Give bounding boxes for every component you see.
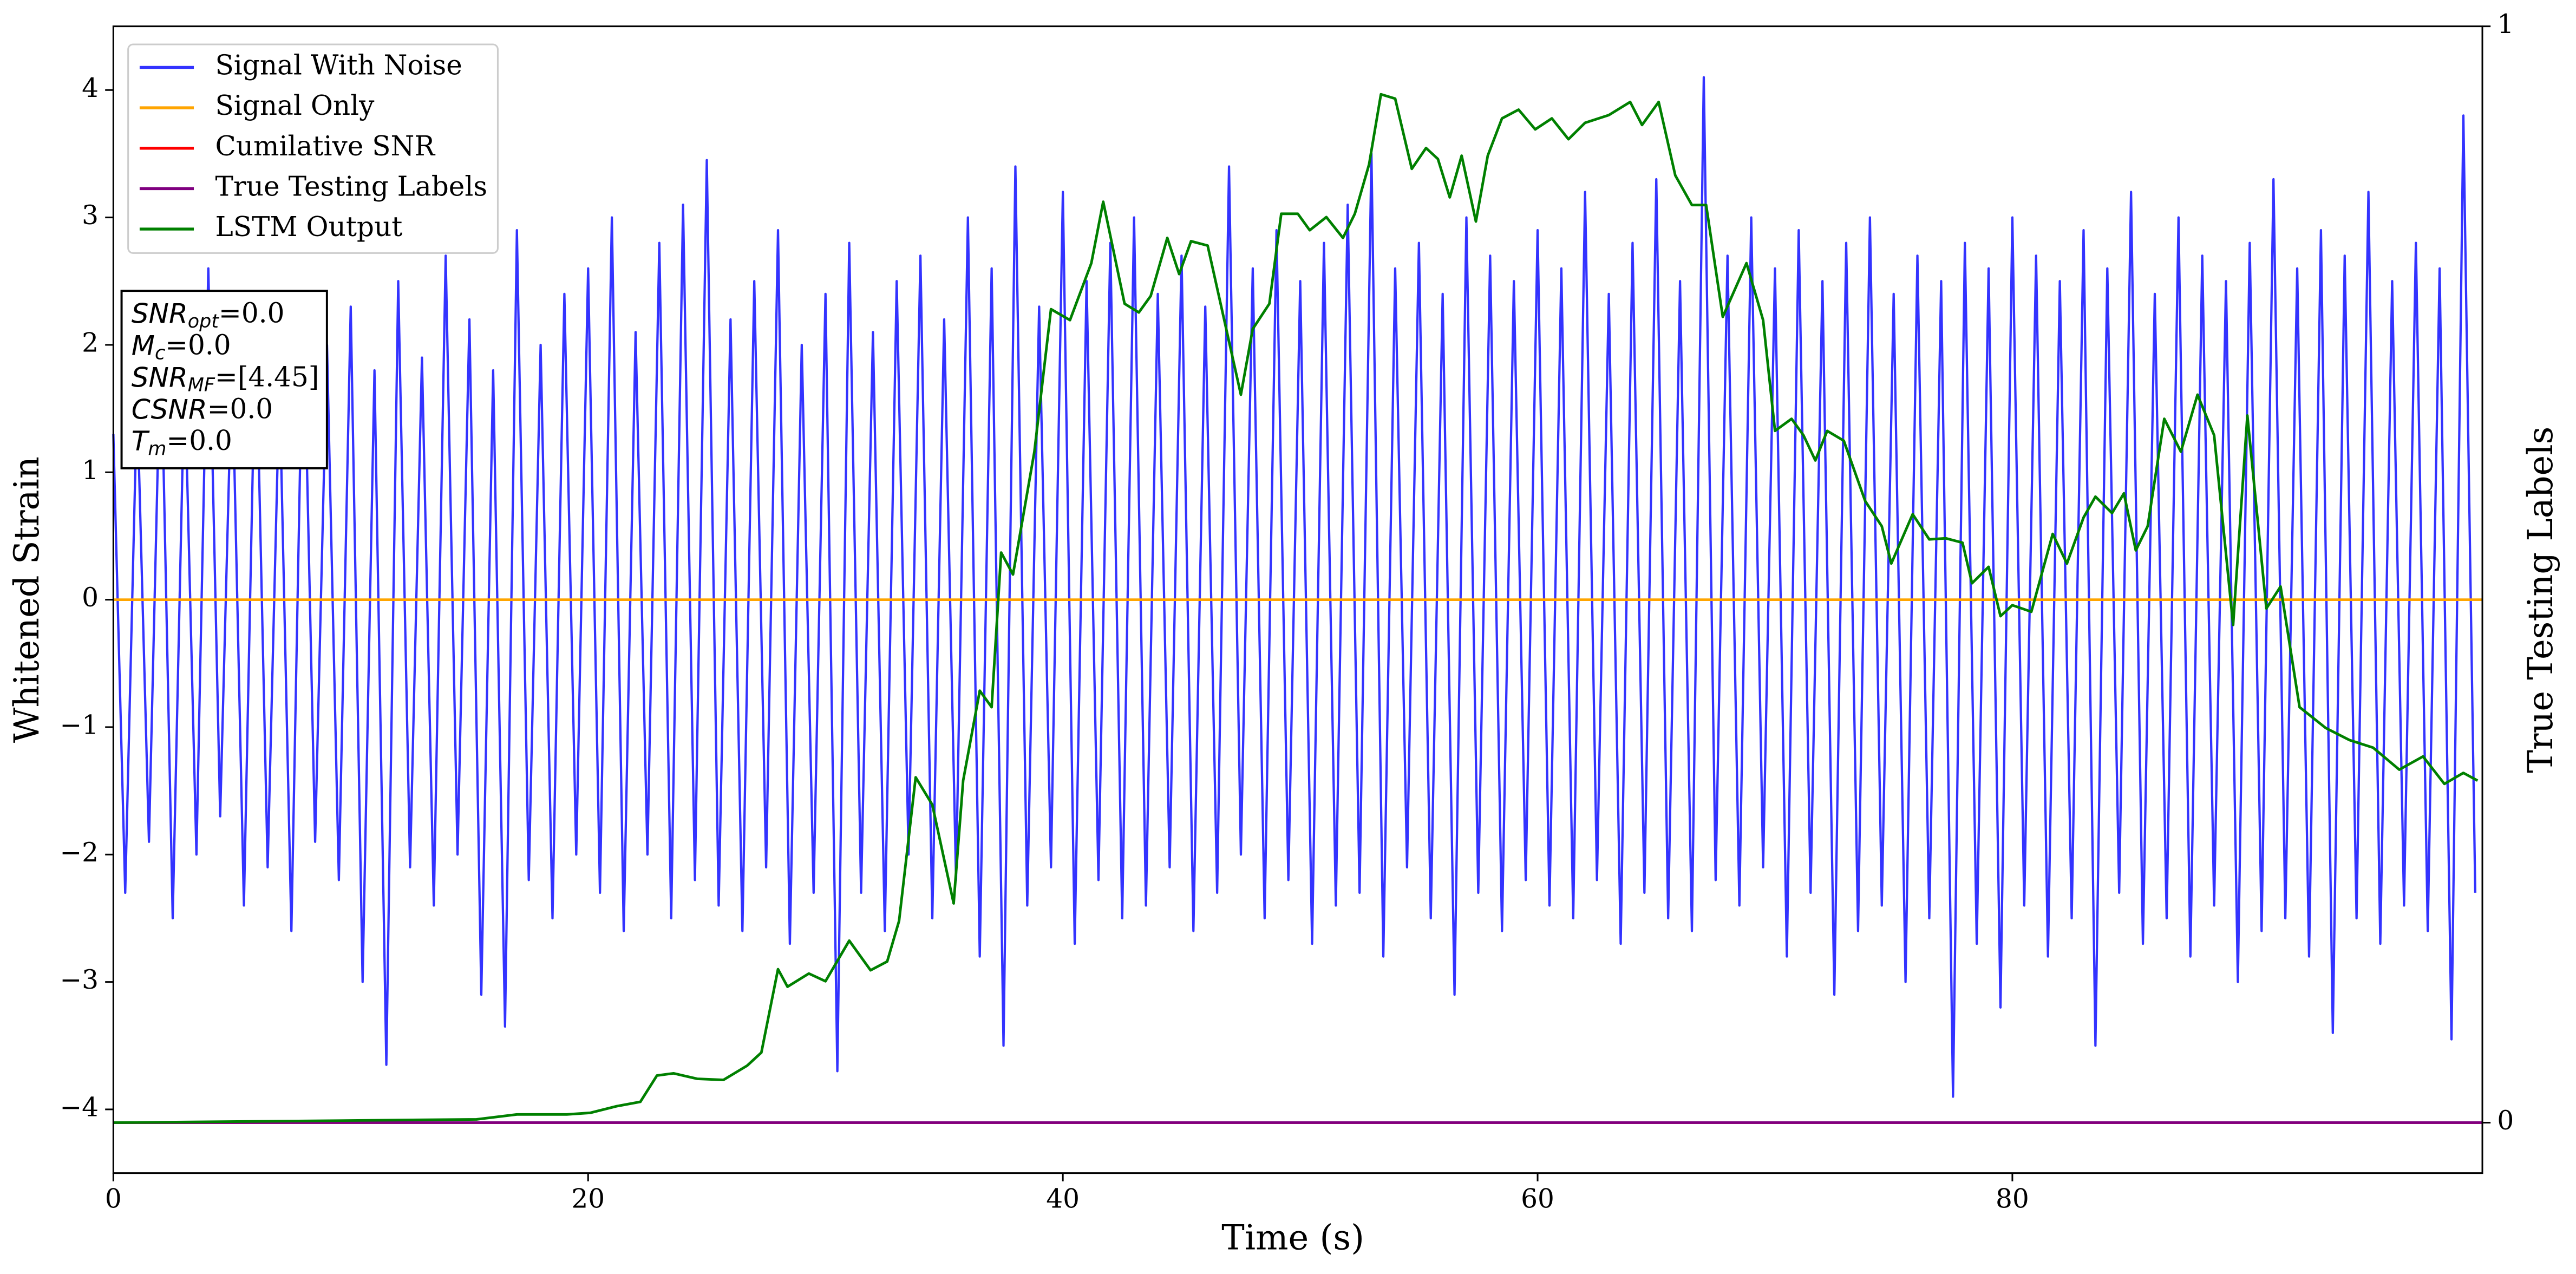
annotation-value: =0.0 xyxy=(219,298,285,329)
annotation-line: Mc=0.0 xyxy=(132,330,231,364)
y2-axis-label: True Testing Labels xyxy=(2521,427,2561,773)
legend-label: Signal With Noise xyxy=(215,49,462,81)
annotation-symbol: SNR xyxy=(132,362,188,393)
y-tick-label: 1 xyxy=(82,455,99,486)
annotation-symbol: SNR xyxy=(132,298,188,329)
series-line xyxy=(112,76,2477,1098)
y-tick-label: −1 xyxy=(60,710,99,740)
legend-label: LSTM Output xyxy=(215,211,403,243)
annotation-line: SNRopt=0.0 xyxy=(132,298,285,332)
series-line xyxy=(113,93,2479,1124)
annotation-subscript: opt xyxy=(188,311,219,332)
legend-label: True Testing Labels xyxy=(215,171,488,202)
y-axis-label: Whitened Strain xyxy=(7,456,47,743)
x-tick-label: 0 xyxy=(105,1184,122,1214)
y-tick-label: 0 xyxy=(82,583,99,613)
annotation-subscript: c xyxy=(155,343,165,364)
annotation-symbol: M xyxy=(132,330,155,361)
legend-label: Signal Only xyxy=(215,90,375,121)
annotation-subscript: MF xyxy=(188,375,215,396)
x-tick-label: 20 xyxy=(571,1184,605,1214)
y2-tick-label: 1 xyxy=(2497,9,2514,40)
legend-frame xyxy=(127,43,499,254)
y2-tick-label: 0 xyxy=(2497,1106,2514,1136)
annotation-symbol: T xyxy=(132,426,150,457)
annotation-line: Tm=0.0 xyxy=(132,425,232,460)
y-tick-label: −2 xyxy=(60,838,99,868)
annotation-value: =0.0 xyxy=(207,393,273,424)
annotation-frame xyxy=(120,290,328,469)
annotation-value: =[4.45] xyxy=(215,361,319,393)
y-tick-label: −3 xyxy=(60,965,99,995)
x-axis-label: Time (s) xyxy=(1221,1218,1364,1258)
y-tick-label: 4 xyxy=(82,73,99,103)
x-tick-label: 40 xyxy=(1046,1184,1080,1214)
y-tick-label: −4 xyxy=(60,1092,99,1122)
y-tick-label: 3 xyxy=(82,200,99,231)
y-tick-label: 2 xyxy=(82,328,99,358)
annotation-box: SNRopt=0.0Mc=0.0SNRMF=[4.45]CSNR=0.0Tm=0… xyxy=(120,290,328,469)
x-tick-label: 80 xyxy=(1996,1184,2029,1214)
x-tick-label: 60 xyxy=(1521,1184,1554,1214)
annotation-symbol: CSNR xyxy=(132,394,207,425)
legend-label: Cumilative SNR xyxy=(215,130,436,162)
annotation-value: =0.0 xyxy=(166,425,232,456)
legend: Signal With Noise Signal Only Cumilative S… xyxy=(127,43,499,254)
annotation-subscript: m xyxy=(148,438,166,460)
annotation-line: SNRMF=[4.45] xyxy=(132,361,319,396)
annotation-value: =0.0 xyxy=(165,330,231,361)
annotation-line: CSNR=0.0 xyxy=(132,393,273,424)
plot-area xyxy=(112,76,2483,1124)
